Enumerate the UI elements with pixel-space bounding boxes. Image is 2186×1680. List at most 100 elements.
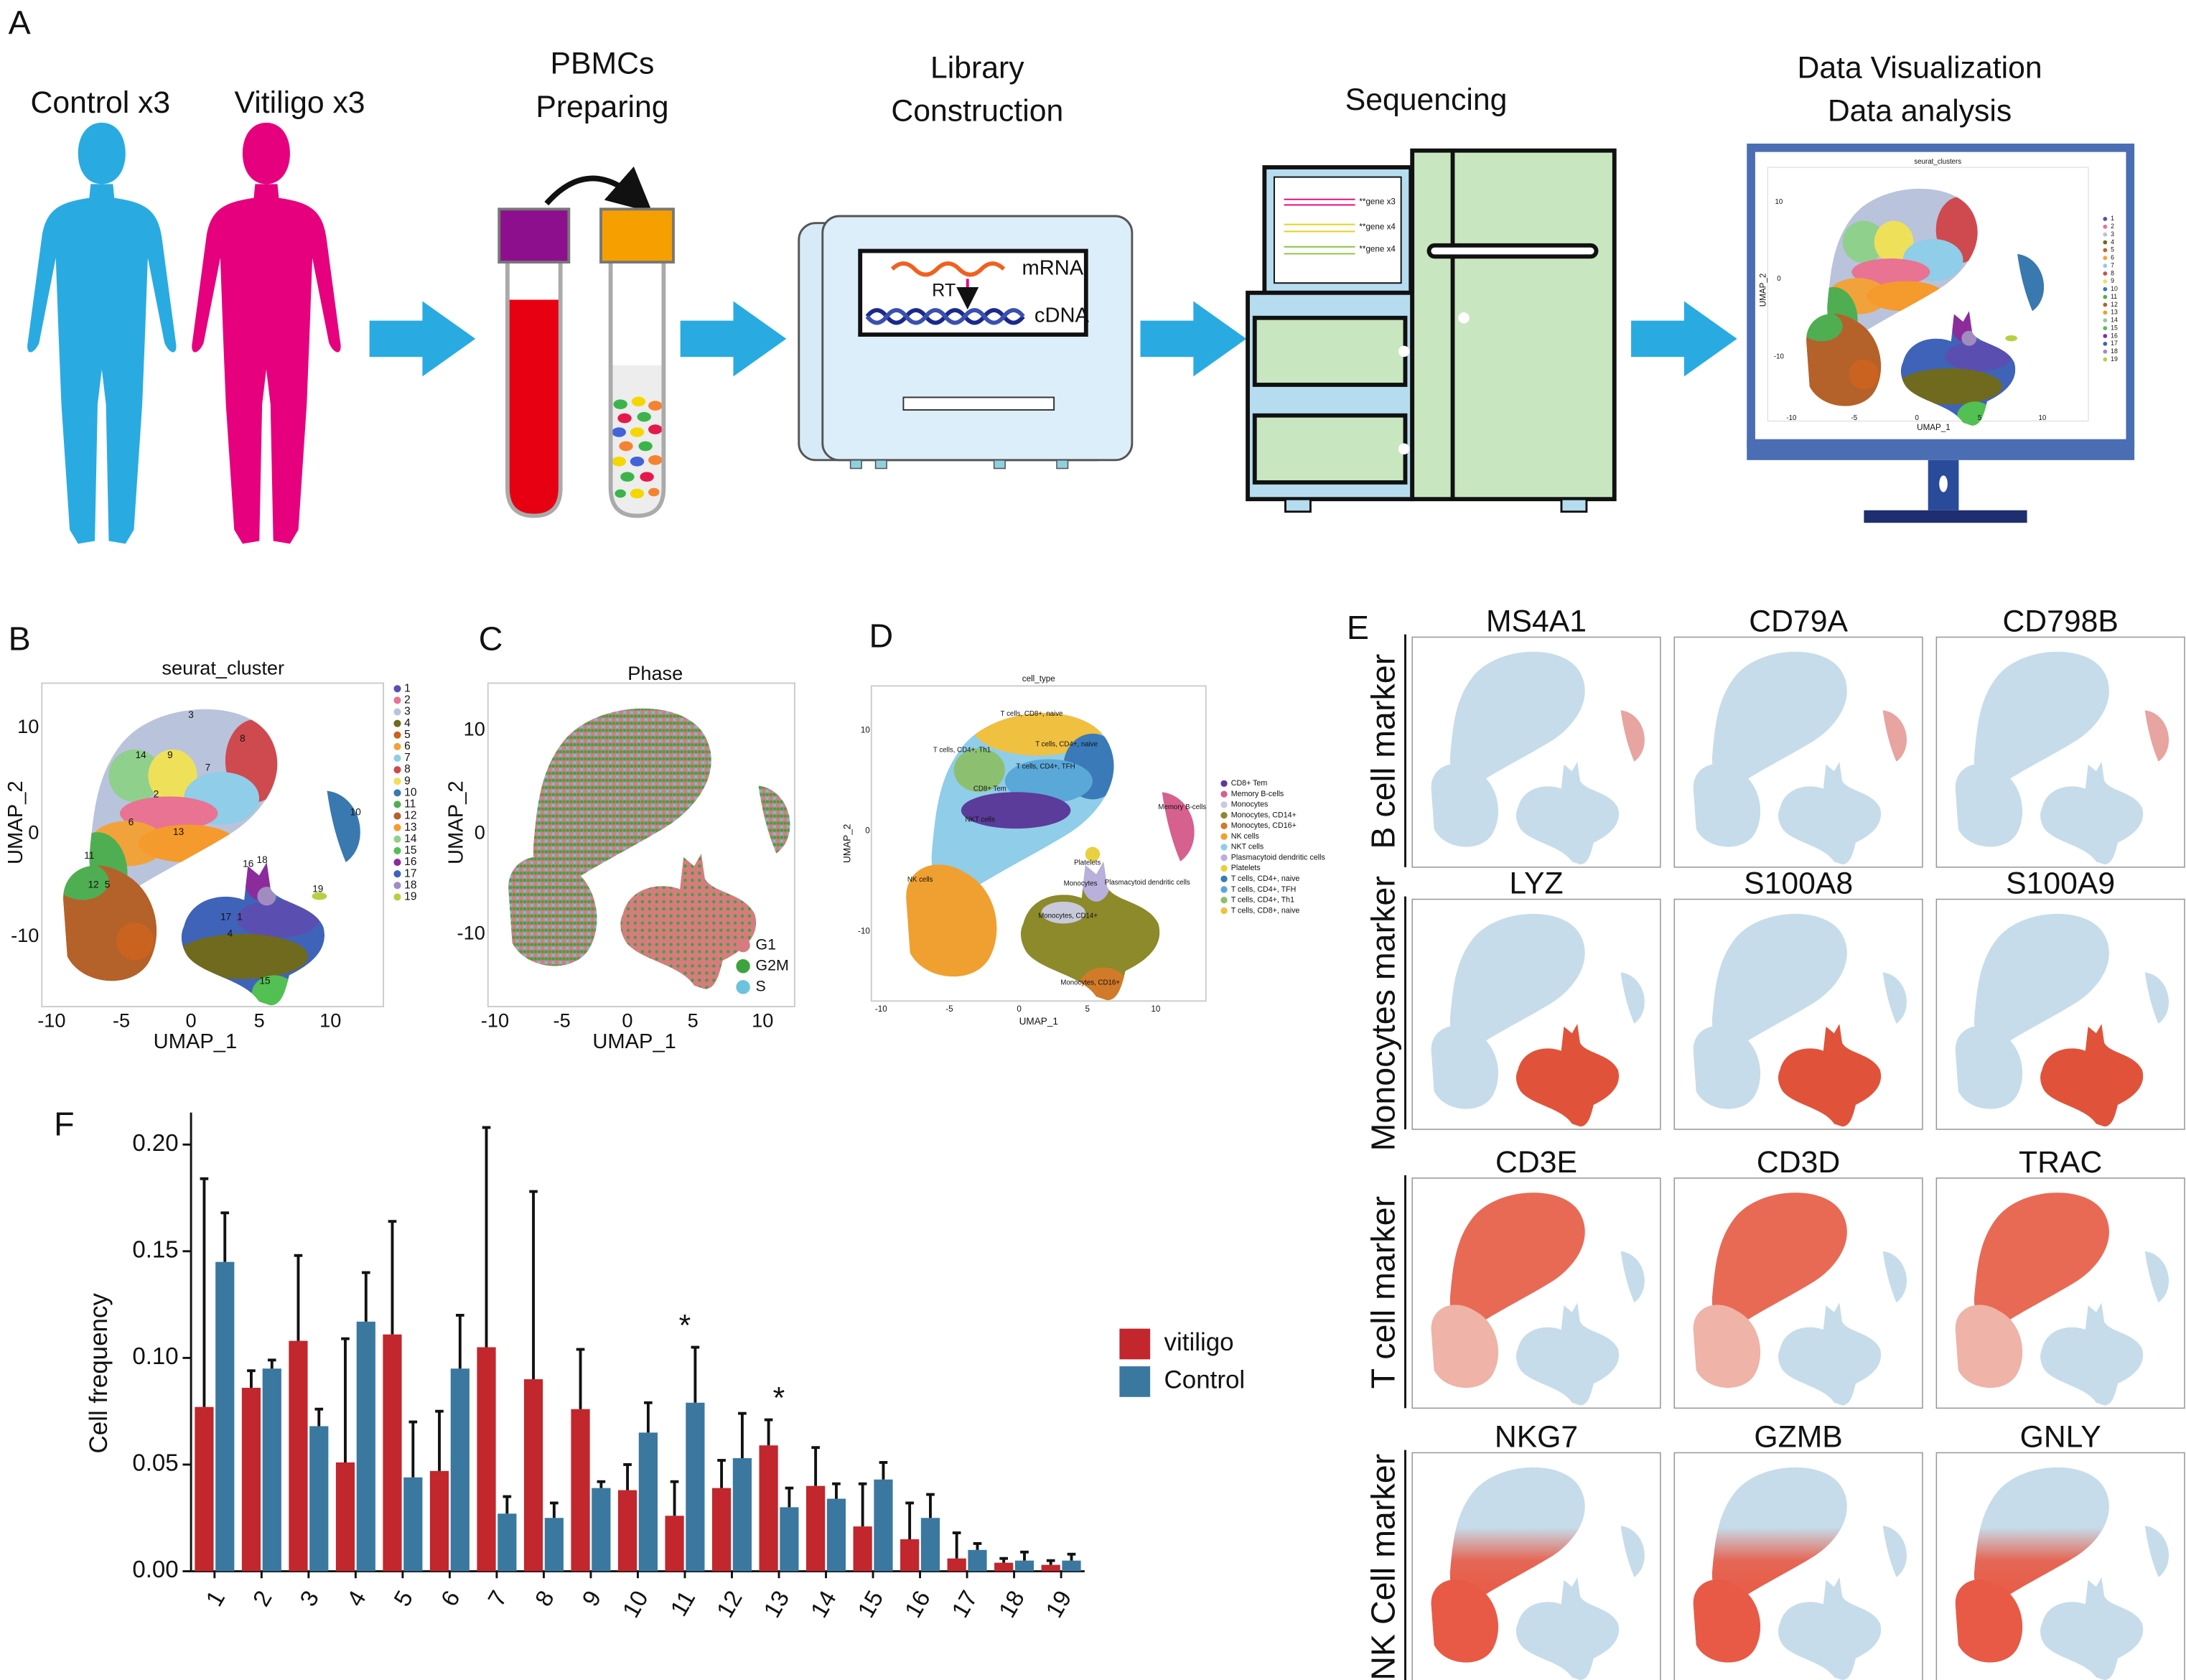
cell-cloud: [1778, 1023, 1882, 1127]
mini-xtick: -5: [1851, 414, 1857, 422]
mini-legend-dot: [2103, 357, 2108, 362]
bar: [356, 1321, 375, 1572]
cluster: [312, 892, 327, 900]
cluster: [1004, 759, 1093, 803]
bar: [947, 1558, 966, 1572]
cell-type-label: Platelets: [1074, 859, 1101, 867]
cell-cloud: [327, 790, 360, 863]
mini-legend-label: 10: [2111, 285, 2118, 292]
x-tick-label: 1: [200, 1586, 230, 1610]
tubes: [498, 166, 675, 518]
gene-line-label: **gene x4: [1359, 223, 1396, 232]
legend-label: Platelets: [1231, 864, 1261, 872]
cell-cloud: [1711, 651, 1847, 785]
x-tick-label: 11: [665, 1586, 700, 1620]
legend-label: 4: [404, 717, 411, 729]
panel-title: Phase: [627, 662, 683, 684]
umap-region: [1449, 1193, 1585, 1326]
umap: [906, 713, 1195, 1001]
umap-region: [2040, 1023, 2144, 1127]
legend-label: 16: [404, 856, 416, 868]
legend-dot: [393, 801, 401, 808]
gene-label: LYZ: [1509, 866, 1563, 900]
bar: [920, 1518, 940, 1572]
bar: [853, 1526, 872, 1572]
bar: [403, 1477, 423, 1572]
x-tick-label: 8: [530, 1586, 559, 1610]
library-machine: [798, 215, 1134, 470]
umap-region: [1778, 1577, 1882, 1680]
significance: *: [679, 1309, 691, 1343]
cap: [599, 207, 675, 264]
umap-region: [2144, 1251, 2169, 1303]
cell-cloud: [1974, 1193, 2109, 1326]
cluster-label: 2: [154, 788, 159, 799]
x-tick-label: 4: [342, 1586, 371, 1610]
cell-cloud: [1431, 1026, 1499, 1109]
cell-cloud: [1449, 651, 1585, 785]
mini-legend-dot: [2103, 216, 2108, 221]
cell-cloud: [2040, 1023, 2144, 1127]
mini-legend-label: 3: [2111, 230, 2114, 238]
cell-cloud: [1162, 792, 1195, 862]
umap-region: [2040, 1302, 2144, 1406]
step-label: PBMCs: [551, 47, 655, 81]
arrow: [1631, 301, 1737, 377]
cluster: [236, 900, 319, 938]
mini-legend-label: 5: [2111, 246, 2114, 253]
legend-dot: [1220, 822, 1228, 830]
cell-cloud: [1620, 972, 1645, 1024]
legend-dot: [393, 859, 401, 867]
cell-cloud: [1955, 1026, 2023, 1109]
panel-label: E: [1347, 609, 1369, 646]
legend-label: vitiligo: [1164, 1328, 1234, 1356]
mini-legend-label: 4: [2111, 238, 2114, 246]
cell-cloud: [1620, 1251, 1645, 1303]
cell-type-label: T cells, CD4+, TFH: [1016, 763, 1075, 771]
gene-label: CD79A: [1749, 604, 1848, 638]
group-label: Vitiligo x3: [235, 85, 365, 120]
bar: [732, 1458, 752, 1572]
legend-dot: [1220, 875, 1228, 882]
legend-label: 8: [404, 763, 411, 775]
bar: [523, 1379, 543, 1572]
cells: [612, 396, 663, 499]
cell-cloud: [1431, 764, 1499, 847]
legend-label: T cells, CD4+, TFH: [1231, 885, 1297, 894]
legend-dot: [393, 719, 401, 727]
cell-cloud: [1778, 1577, 1882, 1680]
umap: [1955, 651, 2169, 865]
umap-region: [1515, 1302, 1620, 1406]
mini-ytick: 10: [1775, 198, 1783, 206]
cluster-label: 14: [136, 750, 147, 760]
legend-label: NKT cells: [1231, 843, 1264, 851]
umap-region: [1620, 972, 1645, 1024]
legend-dot: [736, 959, 750, 974]
mini-legend-dot: [2103, 271, 2108, 276]
bar: [826, 1498, 846, 1572]
x-tick-label: 0: [1017, 1004, 1022, 1014]
cell-cloud: [1882, 1251, 1907, 1303]
legend-label: 7: [404, 752, 411, 764]
legend-label: 1: [404, 682, 411, 694]
y-tick-label: -10: [457, 921, 485, 943]
y-tick-label: 10: [464, 718, 485, 740]
cluster: [1849, 359, 1879, 390]
legend-dot: [736, 938, 750, 953]
legend-dot: [1220, 844, 1228, 851]
blood: [507, 299, 561, 516]
handle: [1426, 243, 1599, 259]
bar: [450, 1368, 470, 1572]
x-tick-label: 0: [186, 1009, 197, 1032]
umap-region: [1974, 1193, 2109, 1326]
cluster-label: 15: [259, 976, 270, 986]
mini-legend-dot: [2103, 318, 2108, 323]
x-tick-label: -5: [553, 1009, 571, 1032]
x-axis-label: UMAP_1: [154, 1030, 237, 1053]
cell-cloud: [1515, 1577, 1620, 1680]
umap-region: [2144, 972, 2169, 1024]
legend-label: S: [756, 978, 766, 995]
umap: [1955, 1467, 2169, 1680]
row-label: B cell marker: [1365, 654, 1402, 849]
row-label: NK Cell marker: [1365, 1454, 1402, 1680]
